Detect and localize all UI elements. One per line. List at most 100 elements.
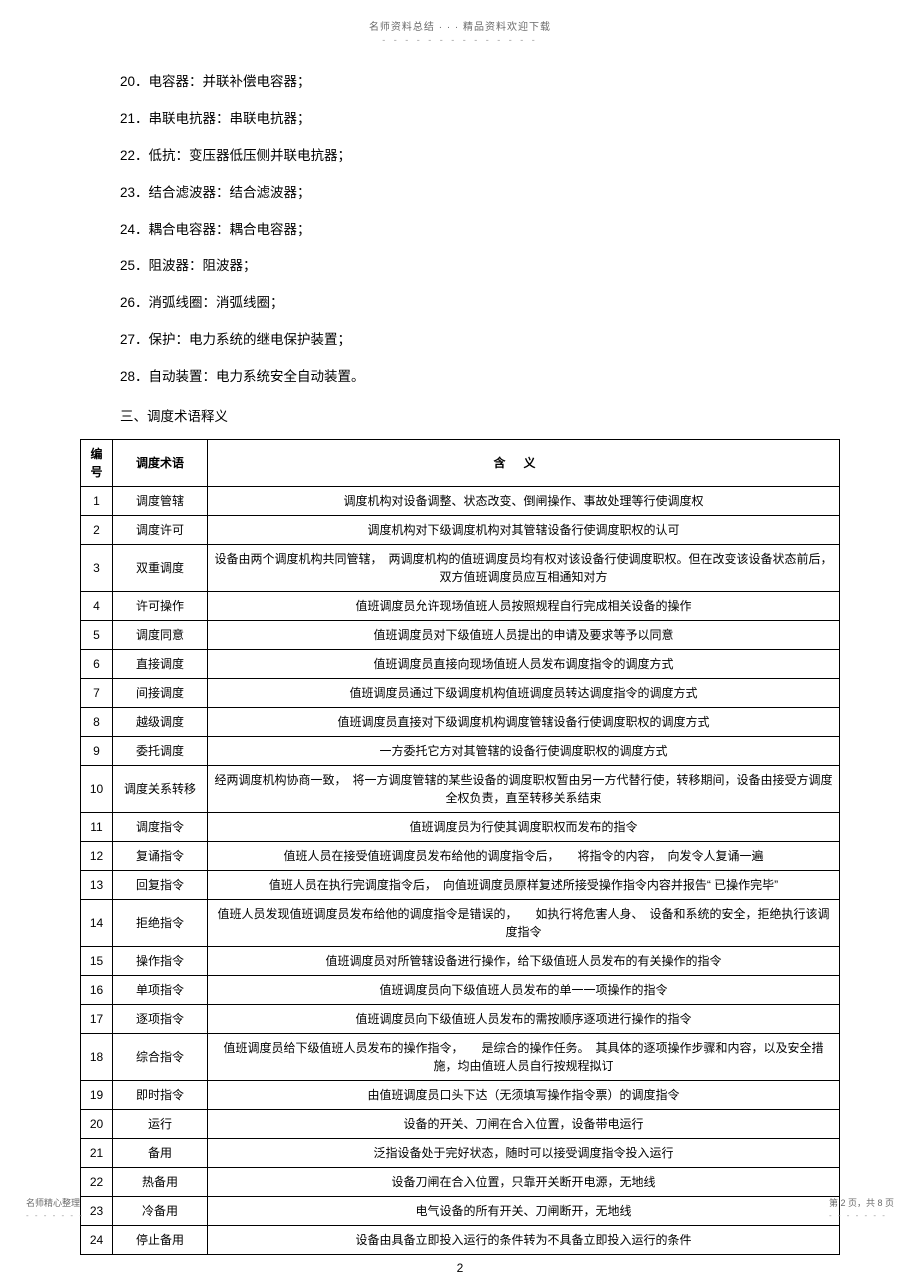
cell-num: 21 [81,1139,113,1168]
cell-meaning: 调度机构对下级调度机构对其管辖设备行使调度职权的认可 [208,516,840,545]
def-item: 21．串联电抗器：串联电抗器； [120,110,840,129]
table-header-row: 编号 调度术语 含义 [81,440,840,487]
cell-term: 间接调度 [113,679,208,708]
cell-term: 逐项指令 [113,1005,208,1034]
cell-meaning: 由值班调度员口头下达（无须填写操作指令票）的调度指令 [208,1081,840,1110]
th-num: 编号 [81,440,113,487]
cell-num: 1 [81,487,113,516]
def-item: 27．保护：电力系统的继电保护装置； [120,331,840,350]
cell-term: 停止备用 [113,1226,208,1255]
def-item: 25．阻波器：阻波器； [120,257,840,276]
table-row: 9委托调度一方委托它方对其管辖的设备行使调度职权的调度方式 [81,737,840,766]
cell-num: 13 [81,871,113,900]
table-row: 1调度管辖调度机构对设备调整、状态改变、倒闸操作、事故处理等行使调度权 [81,487,840,516]
cell-meaning: 泛指设备处于完好状态，随时可以接受调度指令投入运行 [208,1139,840,1168]
cell-num: 10 [81,766,113,813]
page-number: 2 [80,1261,840,1275]
cell-term: 综合指令 [113,1034,208,1081]
cell-meaning: 一方委托它方对其管辖的设备行使调度职权的调度方式 [208,737,840,766]
table-row: 8越级调度值班调度员直接对下级调度机构调度管辖设备行使调度职权的调度方式 [81,708,840,737]
cell-num: 19 [81,1081,113,1110]
cell-term: 即时指令 [113,1081,208,1110]
table-row: 12复诵指令值班人员在接受值班调度员发布给他的调度指令后， 将指令的内容， 向发… [81,842,840,871]
cell-meaning: 值班调度员向下级值班人员发布的单一一项操作的指令 [208,976,840,1005]
table-row: 21备用泛指设备处于完好状态，随时可以接受调度指令投入运行 [81,1139,840,1168]
cell-term: 拒绝指令 [113,900,208,947]
cell-term: 操作指令 [113,947,208,976]
table-row: 11调度指令值班调度员为行使其调度职权而发布的指令 [81,813,840,842]
cell-meaning: 设备的开关、刀闸在合入位置，设备带电运行 [208,1110,840,1139]
table-row: 16单项指令值班调度员向下级值班人员发布的单一一项操作的指令 [81,976,840,1005]
cell-meaning: 值班调度员允许现场值班人员按照规程自行完成相关设备的操作 [208,592,840,621]
cell-num: 4 [81,592,113,621]
cell-meaning: 值班调度员向下级值班人员发布的需按顺序逐项进行操作的指令 [208,1005,840,1034]
table-row: 14拒绝指令值班人员发现值班调度员发布给他的调度指令是错误的， 如执行将危害人身… [81,900,840,947]
cell-meaning: 值班人员在执行完调度指令后， 向值班调度员原样复述所接受操作指令内容并报告“ 已… [208,871,840,900]
cell-meaning: 值班调度员为行使其调度职权而发布的指令 [208,813,840,842]
definitions-list: 20．电容器：并联补偿电容器； 21．串联电抗器：串联电抗器； 22．低抗：变压… [80,73,840,425]
def-item: 26．消弧线圈：消弧线圈； [120,294,840,313]
cell-meaning: 值班人员在接受值班调度员发布给他的调度指令后， 将指令的内容， 向发令人复诵一遍 [208,842,840,871]
table-row: 4许可操作值班调度员允许现场值班人员按照规程自行完成相关设备的操作 [81,592,840,621]
table-row: 6直接调度值班调度员直接向现场值班人员发布调度指令的调度方式 [81,650,840,679]
cell-num: 20 [81,1110,113,1139]
cell-term: 热备用 [113,1168,208,1197]
cell-num: 5 [81,621,113,650]
cell-term: 备用 [113,1139,208,1168]
def-item: 23．结合滤波器：结合滤波器； [120,184,840,203]
def-item: 28．自动装置：电力系统安全自动装置。 [120,368,840,387]
page-footer: 名师精心整理 - - - - - - - 第 2 页，共 8 页 - - - -… [0,1196,920,1220]
cell-num: 15 [81,947,113,976]
cell-num: 2 [81,516,113,545]
cell-num: 16 [81,976,113,1005]
cell-meaning: 值班调度员给下级值班人员发布的操作指令， 是综合的操作任务。 其具体的逐项操作步… [208,1034,840,1081]
cell-term: 双重调度 [113,545,208,592]
page-top-dashes: - - - - - - - - - - - - - - [80,35,840,45]
table-row: 3双重调度设备由两个调度机构共同管辖， 两调度机构的值班调度员均有权对该设备行使… [81,545,840,592]
th-meaning: 含义 [208,440,840,487]
cell-num: 8 [81,708,113,737]
table-row: 18综合指令值班调度员给下级值班人员发布的操作指令， 是综合的操作任务。 其具体… [81,1034,840,1081]
cell-num: 18 [81,1034,113,1081]
footer-right: 第 2 页，共 8 页 - - - - - - - [829,1196,894,1220]
cell-num: 17 [81,1005,113,1034]
cell-term: 许可操作 [113,592,208,621]
table-row: 20运行设备的开关、刀闸在合入位置，设备带电运行 [81,1110,840,1139]
cell-term: 直接调度 [113,650,208,679]
table-row: 10调度关系转移经两调度机构协商一致， 将一方调度管辖的某些设备的调度职权暂由另… [81,766,840,813]
th-term: 调度术语 [113,440,208,487]
cell-meaning: 值班人员发现值班调度员发布给他的调度指令是错误的， 如执行将危害人身、 设备和系… [208,900,840,947]
cell-meaning: 值班调度员通过下级调度机构值班调度员转达调度指令的调度方式 [208,679,840,708]
page-top-header: 名师资料总结 · · · 精品资料欢迎下载 [80,18,840,33]
cell-term: 调度管辖 [113,487,208,516]
cell-meaning: 值班调度员对下级值班人员提出的申请及要求等予以同意 [208,621,840,650]
cell-meaning: 经两调度机构协商一致， 将一方调度管辖的某些设备的调度职权暂由另一方代替行使，转… [208,766,840,813]
cell-term: 运行 [113,1110,208,1139]
cell-term: 调度同意 [113,621,208,650]
cell-term: 单项指令 [113,976,208,1005]
cell-num: 7 [81,679,113,708]
cell-num: 11 [81,813,113,842]
footer-left: 名师精心整理 - - - - - - - [26,1196,84,1220]
cell-num: 22 [81,1168,113,1197]
cell-term: 调度许可 [113,516,208,545]
def-item: 22．低抗：变压器低压侧并联电抗器； [120,147,840,166]
section-title: 三、调度术语释义 [120,405,840,425]
cell-term: 复诵指令 [113,842,208,871]
cell-num: 3 [81,545,113,592]
table-row: 24停止备用设备由具备立即投入运行的条件转为不具备立即投入运行的条件 [81,1226,840,1255]
cell-meaning: 值班调度员直接对下级调度机构调度管辖设备行使调度职权的调度方式 [208,708,840,737]
table-body: 1调度管辖调度机构对设备调整、状态改变、倒闸操作、事故处理等行使调度权2调度许可… [81,487,840,1255]
cell-num: 9 [81,737,113,766]
table-row: 17逐项指令值班调度员向下级值班人员发布的需按顺序逐项进行操作的指令 [81,1005,840,1034]
cell-term: 委托调度 [113,737,208,766]
cell-num: 14 [81,900,113,947]
cell-term: 调度指令 [113,813,208,842]
cell-meaning: 值班调度员对所管辖设备进行操作，给下级值班人员发布的有关操作的指令 [208,947,840,976]
table-row: 2调度许可调度机构对下级调度机构对其管辖设备行使调度职权的认可 [81,516,840,545]
table-row: 19即时指令由值班调度员口头下达（无须填写操作指令票）的调度指令 [81,1081,840,1110]
def-item: 24．耦合电容器：耦合电容器； [120,221,840,240]
def-item: 20．电容器：并联补偿电容器； [120,73,840,92]
cell-num: 24 [81,1226,113,1255]
cell-term: 越级调度 [113,708,208,737]
